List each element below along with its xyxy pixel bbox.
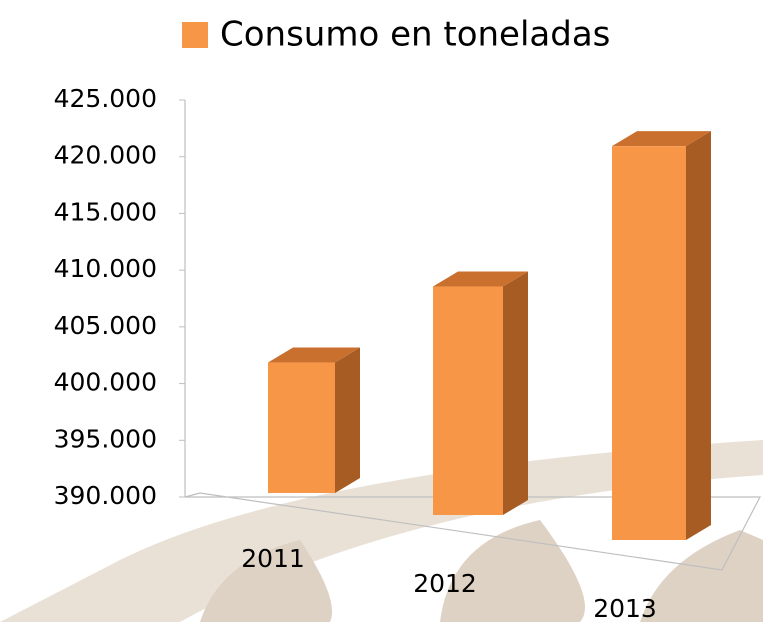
floor (184, 100, 761, 571)
bar-top (268, 347, 360, 363)
y-tick-label: 410.000 (54, 254, 157, 283)
bar (268, 362, 335, 493)
bar-side (335, 347, 360, 493)
x-tick-label: 2012 (413, 569, 477, 598)
y-tick-label: 400.000 (54, 368, 157, 397)
bar-top (433, 271, 528, 287)
bar (433, 286, 503, 515)
y-tick-label: 395.000 (54, 424, 157, 453)
legend-label: Consumo en toneladas (220, 15, 610, 55)
x-tick-label: 2013 (593, 594, 657, 622)
y-tick-label: 425.000 (54, 84, 157, 113)
y-tick-label: 415.000 (54, 197, 157, 226)
bar-top (612, 131, 711, 147)
y-tick-label: 405.000 (54, 311, 157, 340)
bar (612, 146, 686, 540)
y-tick-label: 390.000 (54, 481, 157, 510)
legend-swatch (182, 22, 208, 48)
y-tick-label: 420.000 (54, 141, 157, 170)
bar-side (686, 131, 711, 540)
x-tick-label: 2011 (241, 544, 305, 573)
background-decoration (0, 440, 763, 622)
bar-side (503, 271, 528, 515)
